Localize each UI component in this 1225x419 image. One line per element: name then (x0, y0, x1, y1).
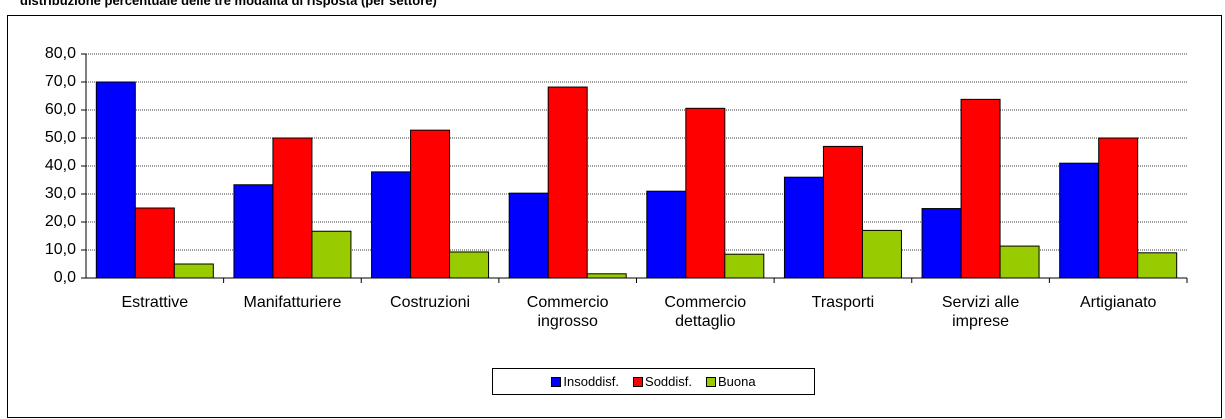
y-tick-label: 50,0 (45, 129, 76, 146)
legend-swatch (551, 376, 562, 387)
legend-swatch (633, 376, 644, 387)
legend-label: Insoddisf. (563, 374, 620, 389)
bar (95, 81, 136, 279)
legend-item: Soddisf. (633, 374, 692, 389)
x-tick-label: Commercio ingrosso (526, 294, 609, 330)
bar (508, 192, 549, 279)
chart-frame (7, 15, 1222, 418)
y-tick-label: 20,0 (45, 213, 76, 230)
legend-swatch (706, 376, 717, 387)
x-tick-label: Servizi alle imprese (941, 294, 1020, 330)
y-tick-label: 70,0 (45, 73, 76, 90)
y-tick-label: 80,0 (45, 45, 76, 62)
legend-label: Buona (718, 374, 756, 389)
bar (311, 230, 352, 279)
bar (272, 137, 313, 279)
bar (1137, 252, 1178, 279)
bar (586, 273, 627, 279)
bar (371, 171, 412, 279)
x-tick-label: Trasporti (811, 294, 875, 311)
bar (646, 190, 687, 279)
bar (822, 145, 863, 279)
x-tick-label: Costruzioni (390, 294, 471, 311)
bar (921, 208, 962, 279)
bar (134, 207, 175, 279)
bar (410, 129, 451, 279)
bar (861, 229, 902, 279)
y-tick-label: 10,0 (45, 241, 76, 258)
bar (685, 107, 726, 279)
chart-title: distribuzione percentuale delle tre moda… (20, 0, 437, 8)
legend: Insoddisf. Soddisf. Buona (492, 368, 815, 395)
y-tick-label: 40,0 (45, 157, 76, 174)
bar (1059, 162, 1100, 279)
x-tick-label: Artigianato (1079, 294, 1157, 311)
x-tick-label: Manifatturiere (243, 294, 342, 311)
x-tick-label: Estrattive (121, 294, 189, 311)
legend-label: Soddisf. (645, 374, 693, 389)
bar (173, 263, 214, 279)
legend-item: Buona (706, 374, 756, 389)
y-tick-label: 0,0 (54, 269, 76, 286)
bar (449, 251, 490, 279)
bar (547, 86, 588, 279)
bar (783, 176, 824, 279)
bar (233, 184, 274, 279)
bar (724, 253, 765, 279)
x-tick-label: Commercio dettaglio (664, 294, 747, 330)
y-tick-label: 60,0 (45, 101, 76, 118)
bar (999, 245, 1040, 279)
bar (960, 98, 1001, 279)
legend-item: Insoddisf. (551, 374, 619, 389)
y-tick-label: 30,0 (45, 185, 76, 202)
bar (1098, 137, 1139, 279)
